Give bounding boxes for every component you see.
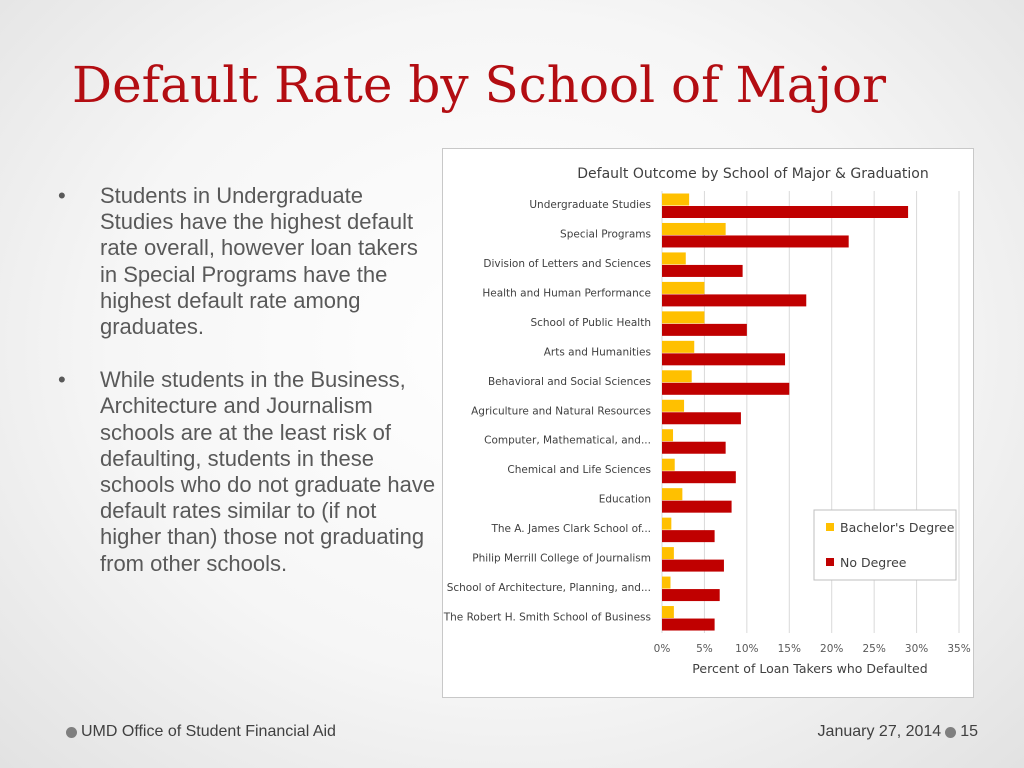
bar-no-degree (662, 618, 715, 631)
bar-bachelors-degree (662, 458, 675, 471)
category-label: Division of Letters and Sciences (483, 258, 651, 270)
bar-bachelors-degree (662, 488, 683, 501)
bar-bachelors-degree (662, 606, 674, 619)
bar-no-degree (662, 206, 909, 218)
bullet-text: Students in Undergraduate Studies have t… (100, 183, 418, 340)
slide-title: Default Rate by School of Major (72, 56, 887, 114)
x-tick-label: 10% (735, 643, 758, 655)
bullet-marker: • (58, 367, 66, 393)
bar-bachelors-degree (662, 547, 674, 560)
category-label: Philip Merrill College of Journalism (472, 553, 651, 565)
x-tick-label: 25% (862, 643, 885, 655)
category-label: Computer, Mathematical, and... (484, 435, 651, 447)
bar-no-degree (662, 264, 743, 277)
chart-title: Default Outcome by School of Major & Gra… (577, 166, 928, 182)
category-label: Health and Human Performance (482, 287, 651, 299)
bar-no-degree (662, 530, 715, 543)
bar-no-degree (662, 559, 724, 572)
bar-bachelors-degree (662, 399, 685, 412)
bar-no-degree (662, 294, 807, 307)
footer-left: UMD Office of Student Financial Aid (62, 723, 336, 741)
bar-no-degree (662, 412, 741, 425)
bullet-list: • Students in Undergraduate Studies have… (56, 183, 441, 577)
bullet-item: • Students in Undergraduate Studies have… (56, 183, 441, 340)
bar-no-degree (662, 500, 732, 513)
footer-right: January 27, 2014 15 (818, 723, 978, 741)
bar-bachelors-degree (662, 370, 692, 383)
bar-no-degree (662, 323, 747, 336)
bar-bachelors-degree (662, 281, 705, 294)
category-label: Undergraduate Studies (529, 199, 651, 211)
legend-label: Bachelor's Degree (840, 520, 955, 535)
category-label: The Robert H. Smith School of Business (443, 612, 651, 624)
x-tick-label: 20% (820, 643, 843, 655)
category-label: Behavioral and Social Sciences (488, 376, 651, 388)
x-tick-label: 15% (778, 643, 801, 655)
footer-dot-icon (945, 726, 957, 738)
page-number: 15 (960, 723, 978, 740)
x-axis-label: Percent of Loan Takers who Defaulted (692, 661, 927, 676)
category-label: The A. James Clark School of... (490, 523, 651, 535)
bar-bachelors-degree (662, 576, 671, 589)
bar-bachelors-degree (662, 252, 686, 265)
default-outcome-chart: Default Outcome by School of Major & Gra… (443, 166, 971, 676)
footer-organization: UMD Office of Student Financial Aid (81, 723, 336, 740)
x-tick-label: 0% (654, 643, 671, 655)
category-label: School of Public Health (530, 317, 651, 329)
bar-no-degree (662, 589, 720, 602)
chart-frame: Default Outcome by School of Major & Gra… (442, 148, 974, 698)
category-label: Special Programs (560, 228, 651, 240)
category-label: Agriculture and Natural Resources (471, 405, 651, 417)
bullet-marker: • (58, 183, 66, 208)
legend-swatch (826, 523, 834, 531)
legend-swatch (826, 558, 834, 566)
legend-box (813, 509, 957, 581)
bullet-text: While students in the Business, Architec… (100, 367, 436, 576)
bar-bachelors-degree (662, 429, 674, 442)
category-label: Arts and Humanities (544, 346, 651, 358)
footer-dot-icon (66, 726, 77, 738)
bullet-item: • While students in the Business, Archit… (56, 367, 441, 577)
bar-bachelors-degree (662, 517, 672, 530)
bar-no-degree (662, 471, 736, 484)
bar-no-degree (662, 441, 726, 454)
bar-no-degree (662, 382, 790, 395)
x-tick-label: 35% (947, 643, 970, 655)
x-tick-label: 5% (696, 643, 713, 655)
category-label: Education (599, 494, 651, 506)
bar-no-degree (662, 235, 849, 248)
legend-label: No Degree (840, 555, 907, 570)
category-label: Chemical and Life Sciences (507, 464, 651, 476)
bar-bachelors-degree (662, 193, 690, 206)
bar-no-degree (662, 353, 786, 366)
bar-bachelors-degree (662, 222, 726, 235)
category-label: School of Architecture, Planning, and... (447, 582, 651, 594)
x-tick-label: 30% (905, 643, 928, 655)
bar-bachelors-degree (662, 311, 705, 324)
bar-bachelors-degree (662, 340, 695, 353)
footer-date: January 27, 2014 (817, 723, 942, 740)
